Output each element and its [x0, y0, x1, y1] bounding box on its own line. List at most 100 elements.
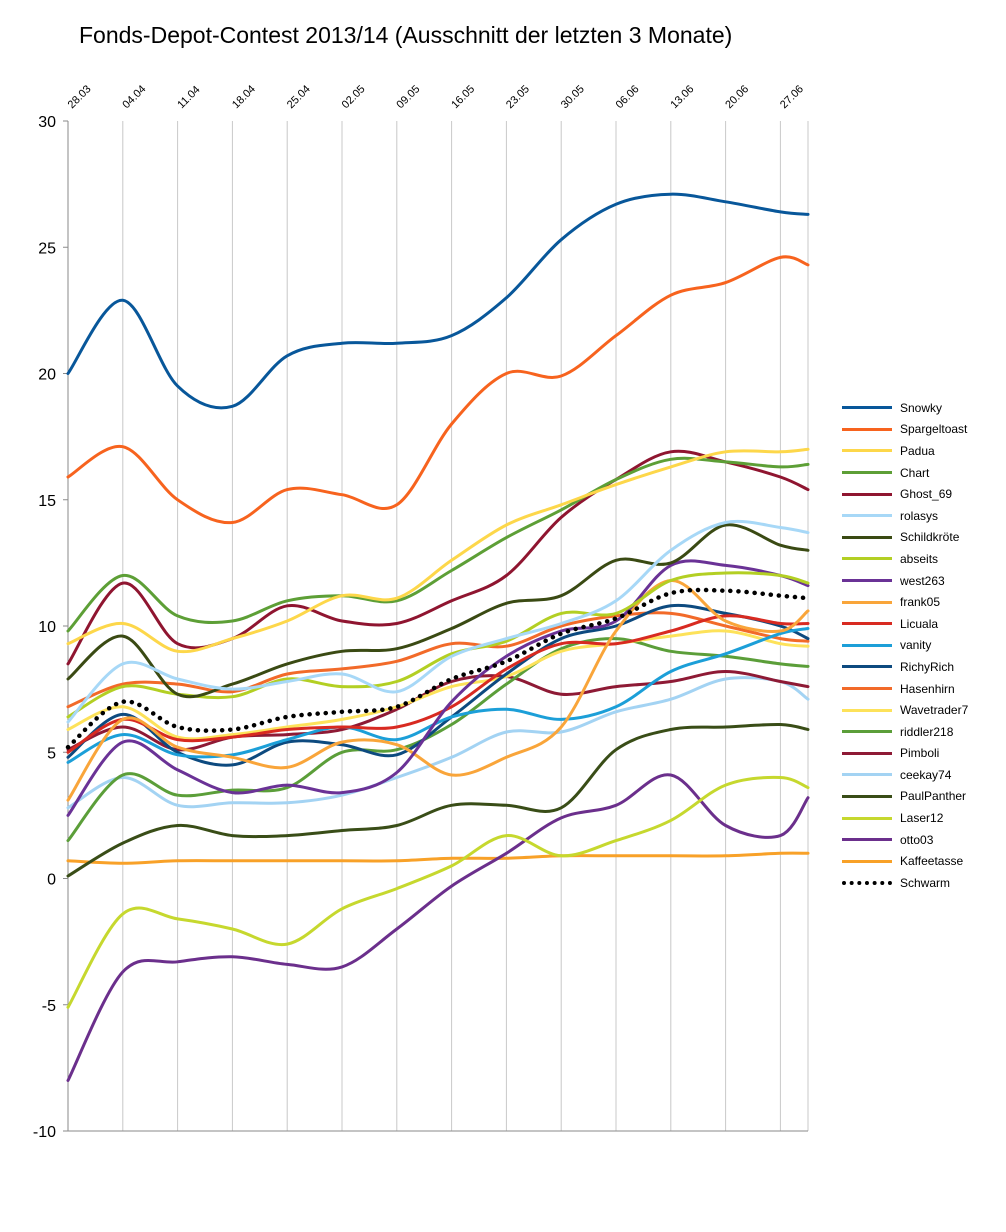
series-line-licuala: [66, 614, 810, 754]
series-line-padua: [66, 447, 810, 654]
legend-swatch: [842, 535, 892, 539]
legend-item-riddler218: riddler218: [842, 721, 1002, 743]
x-tick-label: 02.05: [340, 83, 368, 111]
legend-label: Hasenhirn: [900, 681, 955, 696]
legend-swatch: [842, 557, 892, 561]
legend-swatch: [842, 600, 892, 604]
legend-label: abseits: [900, 551, 939, 566]
series-line-laser12: [66, 775, 810, 1009]
legend-label: Licuala: [900, 616, 939, 631]
series-line-schildkr-te: [66, 523, 810, 699]
legend-item-vanity: vanity: [842, 635, 1002, 657]
series-line-snowky: [66, 192, 810, 410]
legend-swatch: [842, 449, 892, 453]
legend-label: Wavetrader7: [900, 703, 969, 718]
y-tick-label: 10: [38, 619, 56, 636]
legend-swatch: [842, 880, 892, 885]
series-line-otto03: [66, 773, 810, 1082]
legend-label: PaulPanther: [900, 789, 967, 804]
legend-label: Pimboli: [900, 746, 940, 761]
legend-item-schildkr-te: Schildkröte: [842, 527, 1002, 549]
legend-label: ceekay74: [900, 767, 952, 782]
series-line-ceekay74: [66, 676, 810, 810]
series-line-frank05: [66, 579, 810, 802]
x-tick-label: 28.03: [66, 83, 94, 111]
legend-item-licuala: Licuala: [842, 613, 1002, 635]
legend-swatch: [842, 816, 892, 820]
x-tick-label: 13.06: [668, 83, 696, 111]
legend-swatch: [842, 730, 892, 734]
legend-swatch: [842, 859, 892, 863]
y-tick-label: -5: [42, 998, 56, 1015]
legend-swatch: [842, 838, 892, 842]
y-tick-labels: -10 -5 0 5 10 15 20 25 30: [33, 114, 56, 1141]
series-line-riddler218: [66, 637, 810, 843]
legend-swatch: [842, 794, 892, 798]
series-line-paulpanther: [66, 722, 810, 878]
legend-label: Kaffeetasse: [900, 854, 964, 869]
legend-label: riddler218: [900, 724, 954, 739]
legend-item-otto03: otto03: [842, 829, 1002, 851]
x-tick-label: 09.05: [394, 83, 422, 111]
legend-label: Chart: [900, 465, 930, 480]
legend-label: Spargeltoast: [900, 422, 968, 437]
legend-swatch: [842, 471, 892, 475]
legend-swatch: [842, 492, 892, 496]
legend-item-spargeltoast: Spargeltoast: [842, 419, 1002, 441]
legend-item-hasenhirn: Hasenhirn: [842, 678, 1002, 700]
legend-item-schwarm: Schwarm: [842, 872, 1002, 894]
y-tick-label: 5: [47, 745, 56, 762]
legend-swatch: [842, 751, 892, 755]
y-tick-label: -10: [33, 1124, 56, 1141]
legend-item-ceekay74: ceekay74: [842, 764, 1002, 786]
legend-swatch: [842, 665, 892, 669]
y-tick-label: 30: [38, 114, 56, 131]
x-tick-label: 27.06: [778, 83, 806, 111]
gridlines: [67, 121, 809, 1131]
y-tick-label: 20: [38, 367, 56, 384]
legend-label: frank05: [900, 595, 941, 610]
legend-item-frank05: frank05: [842, 591, 1002, 613]
legend-swatch: [842, 708, 892, 712]
legend-label: Padua: [900, 443, 935, 458]
legend-swatch: [842, 643, 892, 647]
legend-item-wavetrader7: Wavetrader7: [842, 699, 1002, 721]
x-tick-label: 04.04: [120, 83, 148, 111]
series-lines: [65, 192, 811, 1082]
legend-label: west263: [900, 573, 945, 588]
legend-swatch: [842, 773, 892, 777]
legend-swatch: [842, 406, 892, 410]
legend-swatch: [842, 514, 892, 518]
legend-label: vanity: [900, 638, 932, 653]
legend-item-chart: Chart: [842, 462, 1002, 484]
x-tick-label: 20.06: [723, 83, 751, 111]
x-tick-labels: 28.03 04.04 11.04 18.04 25.04 02.05 09.05 16.05…: [66, 83, 806, 111]
series-line-kaffeetasse: [66, 851, 810, 865]
x-tick-label: 18.04: [230, 83, 258, 111]
legend-label: rolasys: [900, 508, 939, 523]
series-line-chart: [66, 456, 810, 633]
series-line-schwarm: [65, 587, 811, 750]
legend-swatch: [842, 427, 892, 431]
legend-label: Snowky: [900, 400, 943, 415]
series-line-west263: [66, 559, 810, 817]
series-line-vanity: [66, 627, 810, 764]
x-tick-label: 30.05: [559, 83, 587, 111]
legend-item-padua: Padua: [842, 440, 1002, 462]
x-tick-label: 11.04: [175, 84, 202, 111]
legend-swatch: [842, 687, 892, 691]
series-line-ghost-69: [66, 449, 810, 666]
legend-swatch: [842, 579, 892, 583]
legend-label: otto03: [900, 832, 934, 847]
legend-item-west263: west263: [842, 570, 1002, 592]
legend-item-ghost-69: Ghost_69: [842, 483, 1002, 505]
x-tick-label: 16.05: [449, 83, 477, 111]
legend-label: RichyRich: [900, 659, 955, 674]
legend-item-kaffeetasse: Kaffeetasse: [842, 850, 1002, 872]
legend-item-paulpanther: PaulPanther: [842, 786, 1002, 808]
x-tick-label: 25.04: [285, 83, 313, 111]
x-tick-label: 23.05: [504, 83, 532, 111]
legend-item-snowky: Snowky: [842, 397, 1002, 419]
